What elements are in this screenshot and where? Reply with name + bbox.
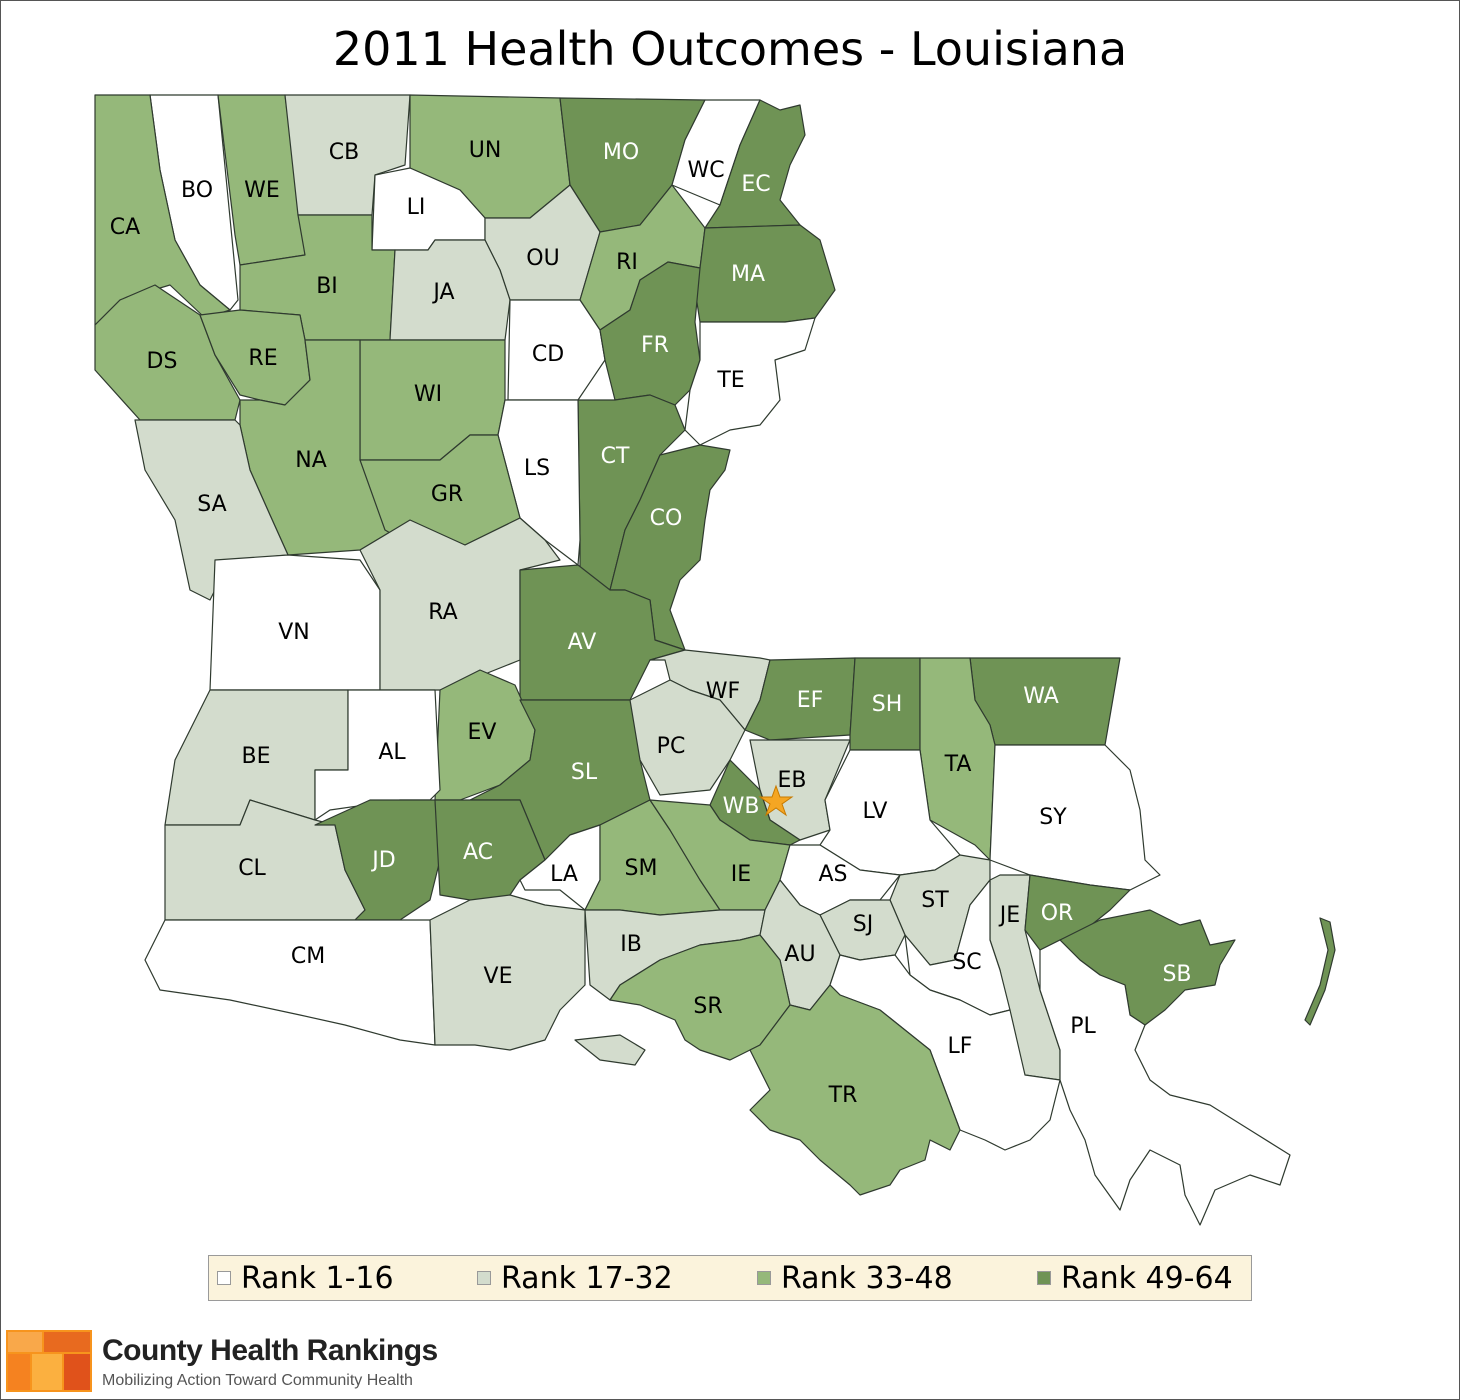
- parish-label-ac: AC: [463, 840, 493, 865]
- parish-co[interactable]: [609, 444, 731, 651]
- star-marker: [758, 784, 794, 817]
- parish-label-ri: RI: [616, 250, 638, 275]
- louisiana-map: BO CA WE CB UN MO WC EC LI OU RI MA BI JA DS RE CD FR TE WI…: [94, 94, 1336, 1226]
- legend-swatch: [1037, 1271, 1051, 1285]
- parish-label-gr: GR: [431, 482, 463, 507]
- parish-label-cm: CM: [291, 944, 325, 969]
- parish-label-bi: BI: [316, 274, 338, 299]
- parish-label-cd: CD: [532, 342, 564, 367]
- parish-label-sa: SA: [197, 492, 226, 517]
- parish-label-sl: SL: [571, 760, 598, 785]
- parish-label-ra: RA: [428, 600, 457, 625]
- parish-ec[interactable]: [704, 99, 806, 229]
- parish-label-jd: JD: [370, 848, 395, 873]
- parish-label-ef: EF: [797, 688, 824, 713]
- marsh-island: [574, 1034, 646, 1066]
- parish-label-ie: IE: [731, 862, 751, 887]
- parish-label-ct: CT: [601, 444, 630, 469]
- parish-label-re: RE: [248, 346, 277, 371]
- parish-label-st: ST: [921, 888, 949, 913]
- parish-label-sj: SJ: [853, 912, 873, 937]
- parish-label-av: AV: [568, 630, 597, 655]
- parish-label-pl: PL: [1070, 1014, 1096, 1039]
- parish-label-sb: SB: [1162, 962, 1191, 987]
- parish-label-au: AU: [784, 942, 815, 967]
- parish-label-sy: SY: [1039, 805, 1067, 830]
- parish-label-mo: MO: [603, 140, 639, 165]
- legend-item-1: Rank 1-16: [217, 1261, 394, 1296]
- parish-label-be: BE: [242, 744, 271, 769]
- parish-label-sc: SC: [952, 950, 981, 975]
- parish-label-sm: SM: [625, 856, 658, 881]
- legend-label: Rank 17-32: [501, 1260, 673, 1296]
- parish-label-we: WE: [244, 178, 280, 203]
- parish-label-sr: SR: [693, 994, 722, 1019]
- legend: Rank 1-16 Rank 17-32 Rank 33-48 Rank 49-64: [208, 1255, 1252, 1301]
- parish-label-ec: EC: [741, 172, 770, 197]
- parish-label-ta: TA: [944, 752, 972, 777]
- parish-label-lv: LV: [863, 799, 888, 824]
- parish-label-wi: WI: [414, 382, 442, 407]
- legend-swatch: [477, 1271, 491, 1285]
- parish-label-un: UN: [469, 138, 502, 163]
- parish-label-cb: CB: [329, 140, 359, 165]
- parish-label-la: LA: [550, 862, 578, 887]
- parish-label-cl: CL: [238, 856, 266, 881]
- parish-sr[interactable]: [609, 934, 791, 1061]
- brand-name: County Health Rankings: [102, 1334, 438, 1367]
- parish-label-pc: PC: [657, 734, 686, 759]
- parish-label-ja: JA: [431, 280, 454, 305]
- legend-item-4: Rank 49-64: [1037, 1261, 1233, 1296]
- parish-label-bo: BO: [181, 178, 213, 203]
- legend-label: Rank 1-16: [241, 1260, 394, 1296]
- parish-label-je: JE: [998, 903, 1020, 928]
- parish-label-na: NA: [295, 448, 327, 473]
- parish-label-wf: WF: [706, 679, 740, 704]
- parish-sy[interactable]: [989, 744, 1161, 891]
- parish-tr[interactable]: [749, 984, 961, 1196]
- parish-label-ls: LS: [524, 456, 550, 481]
- parish-ve[interactable]: [429, 894, 586, 1051]
- legend-swatch: [757, 1271, 771, 1285]
- parish-label-wc: WC: [687, 158, 724, 183]
- chandeleur-islands: [1304, 917, 1336, 1026]
- parish-label-ib: IB: [620, 932, 642, 957]
- parish-label-ds: DS: [147, 349, 178, 374]
- legend-label: Rank 33-48: [781, 1260, 953, 1296]
- legend-label: Rank 49-64: [1061, 1260, 1233, 1296]
- parish-label-ev: EV: [468, 720, 497, 745]
- legend-swatch: [217, 1271, 231, 1285]
- legend-item-2: Rank 17-32: [477, 1261, 673, 1296]
- parish-te[interactable]: [684, 317, 816, 446]
- parish-label-wa: WA: [1023, 684, 1059, 709]
- legend-item-3: Rank 33-48: [757, 1261, 953, 1296]
- parish-label-ca: CA: [110, 215, 140, 240]
- parish-label-al: AL: [378, 740, 406, 765]
- parish-label-sh: SH: [872, 692, 903, 717]
- parish-ds[interactable]: [94, 284, 241, 421]
- parish-label-fr: FR: [641, 333, 669, 358]
- parish-pl[interactable]: [1039, 939, 1291, 1226]
- parish-label-eb: EB: [778, 768, 807, 793]
- parish-or[interactable]: [1024, 874, 1131, 951]
- brand-tagline: Mobilizing Action Toward Community Healt…: [102, 1372, 413, 1389]
- parish-label-ma: MA: [731, 262, 765, 287]
- parish-label-li: LI: [407, 195, 426, 220]
- county-health-rankings-logo: [6, 1330, 92, 1392]
- parish-label-lf: LF: [948, 1034, 973, 1059]
- parish-label-ou: OU: [526, 246, 559, 271]
- parish-label-ve: VE: [484, 964, 513, 989]
- parish-label-as: AS: [818, 862, 847, 887]
- parish-label-co: CO: [650, 506, 683, 531]
- parish-cm[interactable]: [144, 919, 436, 1046]
- parish-label-te: TE: [716, 368, 744, 393]
- map-title: 2011 Health Outcomes - Louisiana: [332, 22, 1128, 76]
- parish-label-wb: WB: [723, 794, 760, 819]
- parish-label-vn: VN: [278, 620, 310, 645]
- parish-label-tr: TR: [828, 1083, 858, 1108]
- parish-label-or: OR: [1041, 901, 1074, 926]
